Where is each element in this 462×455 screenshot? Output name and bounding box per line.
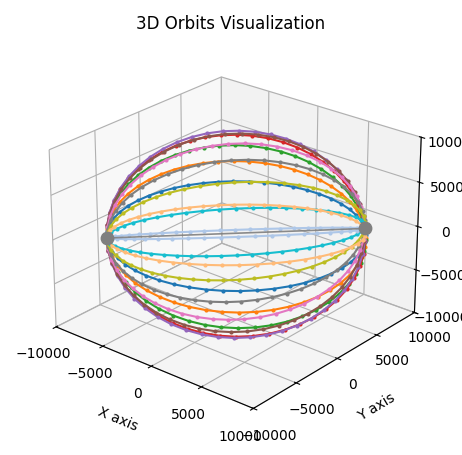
Title: 3D Orbits Visualization: 3D Orbits Visualization <box>136 15 326 33</box>
X-axis label: X axis: X axis <box>96 404 140 434</box>
Y-axis label: Y axis: Y axis <box>356 391 398 424</box>
